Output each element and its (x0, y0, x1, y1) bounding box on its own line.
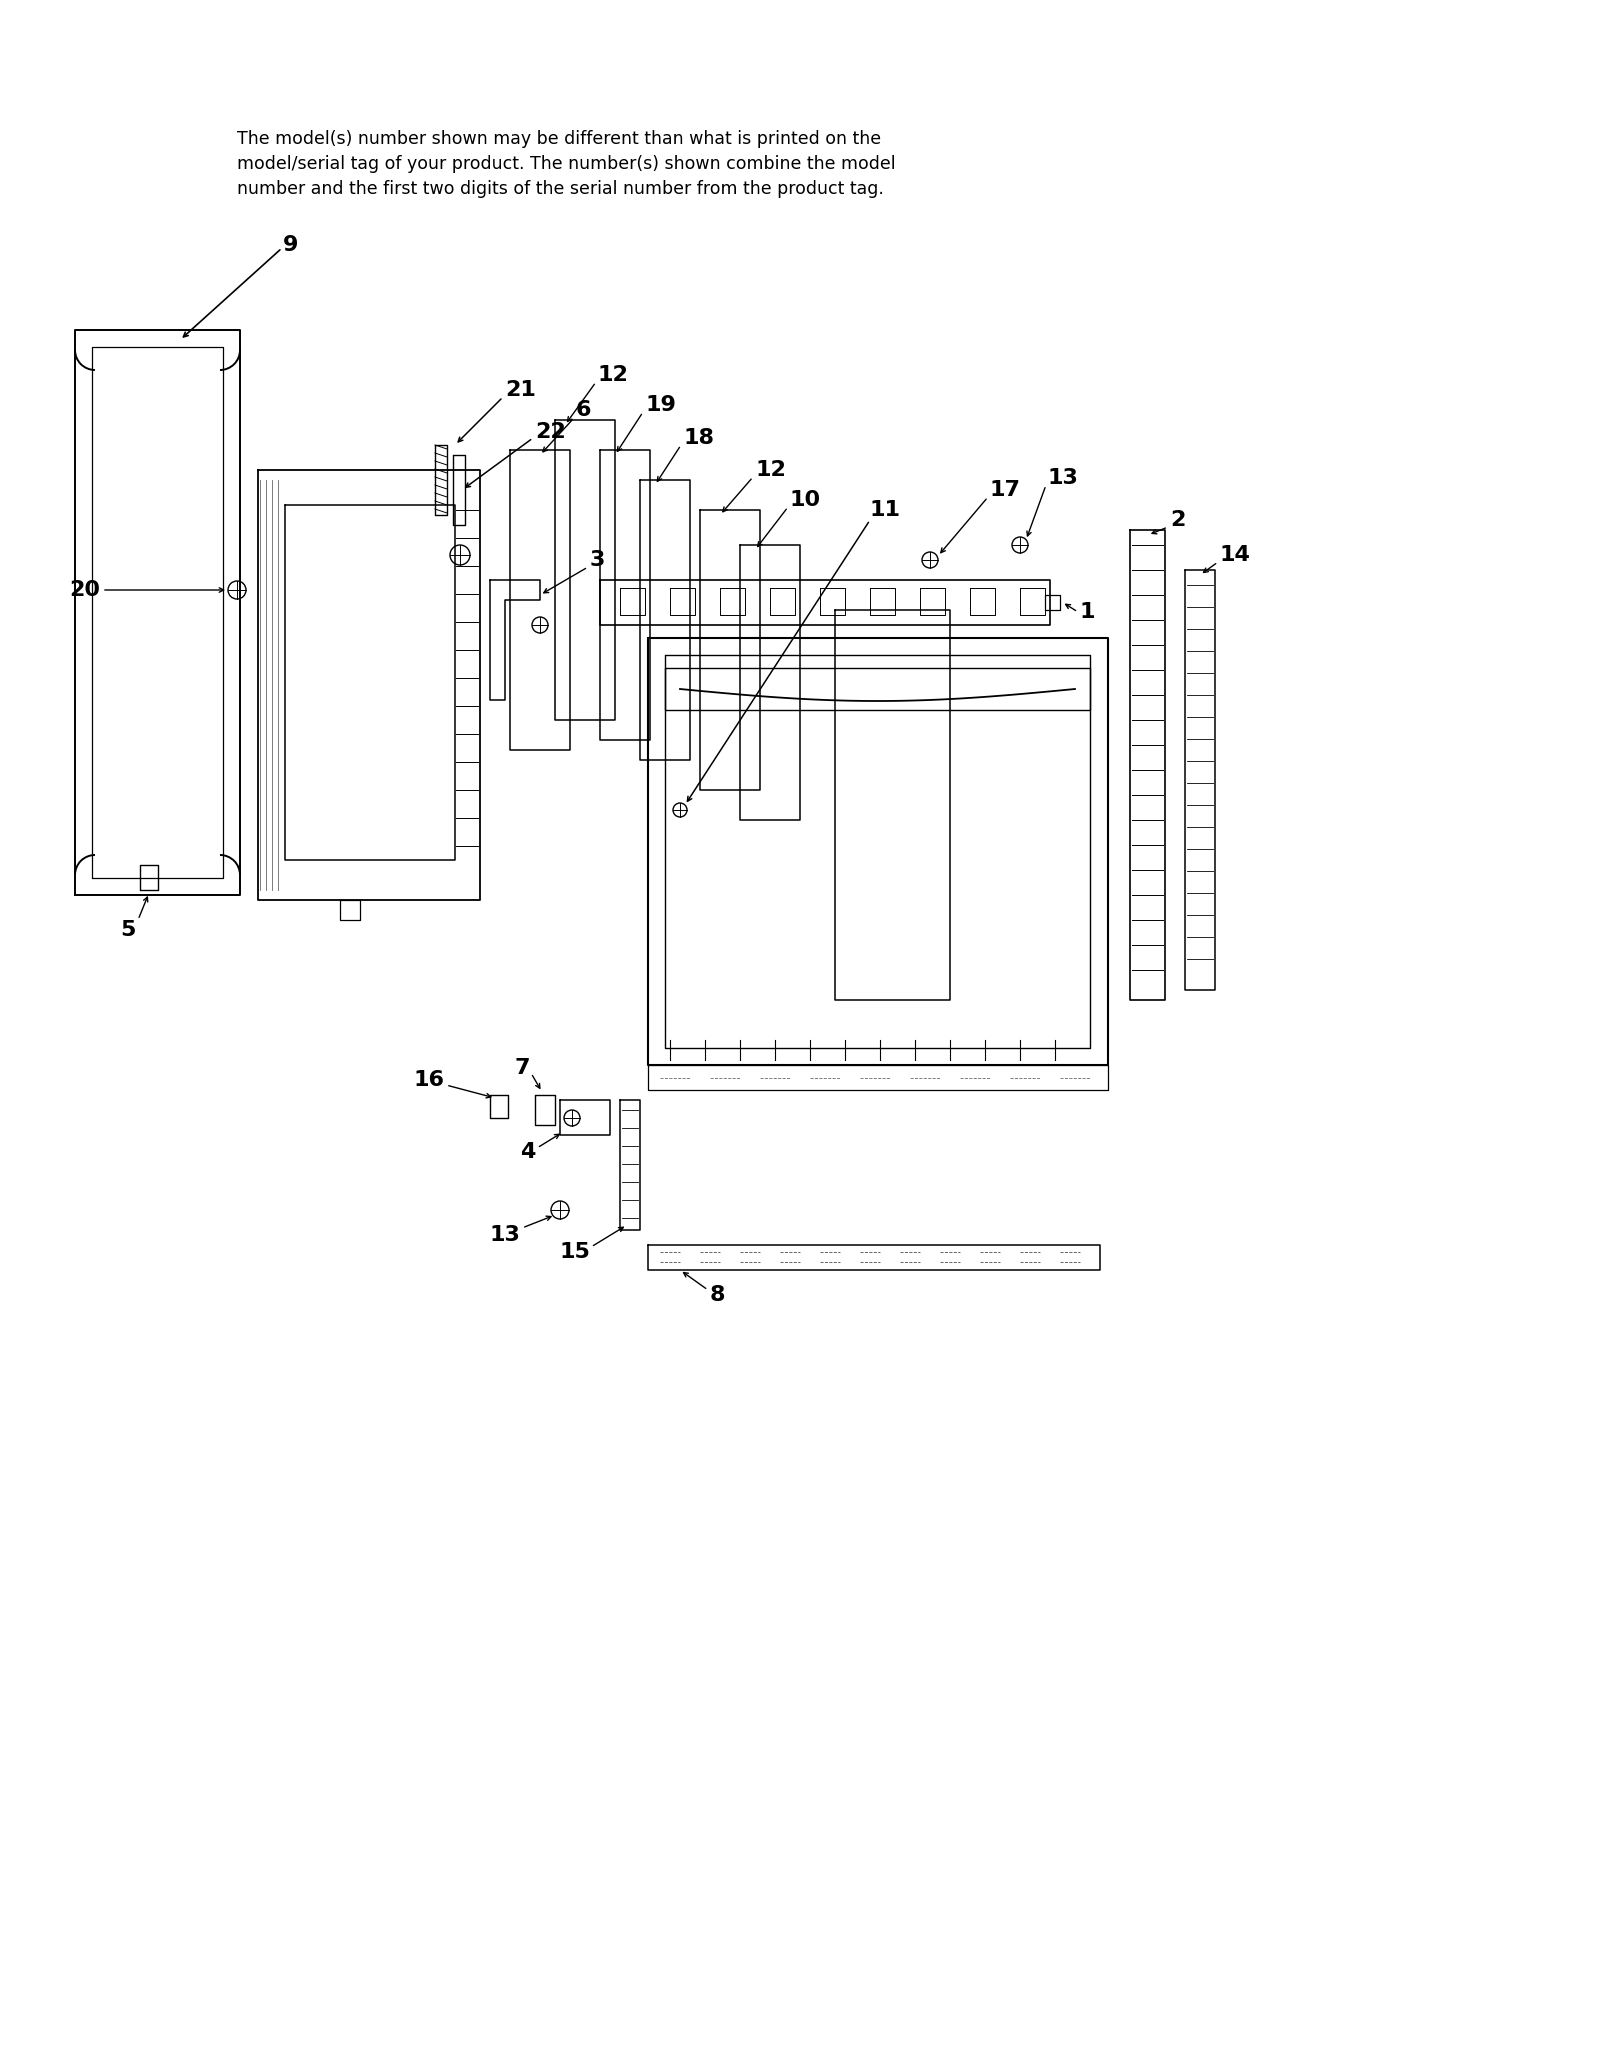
Text: 21: 21 (506, 381, 536, 400)
Text: 15: 15 (558, 1242, 590, 1263)
Text: 13: 13 (1048, 468, 1078, 489)
Text: 3: 3 (590, 551, 605, 569)
Text: The model(s) number shown may be different than what is printed on the
model/ser: The model(s) number shown may be differe… (237, 130, 896, 199)
Text: 5: 5 (120, 919, 136, 940)
Text: 8: 8 (710, 1285, 725, 1304)
Text: 2: 2 (1170, 509, 1186, 530)
Text: 11: 11 (870, 501, 901, 520)
Text: 20: 20 (69, 580, 99, 600)
Text: 18: 18 (683, 428, 714, 447)
Text: 19: 19 (645, 395, 675, 414)
Text: 9: 9 (283, 236, 298, 255)
Text: 17: 17 (990, 480, 1021, 501)
Text: 13: 13 (490, 1225, 520, 1244)
Text: 6: 6 (576, 400, 592, 420)
Text: 10: 10 (790, 491, 821, 509)
Text: 14: 14 (1221, 544, 1251, 565)
Text: 16: 16 (414, 1070, 445, 1091)
Text: 4: 4 (520, 1143, 534, 1161)
Text: 22: 22 (534, 422, 566, 443)
Text: 12: 12 (598, 364, 629, 385)
Text: 12: 12 (755, 460, 786, 480)
Text: 7: 7 (515, 1058, 530, 1078)
Text: 1: 1 (1080, 602, 1096, 621)
